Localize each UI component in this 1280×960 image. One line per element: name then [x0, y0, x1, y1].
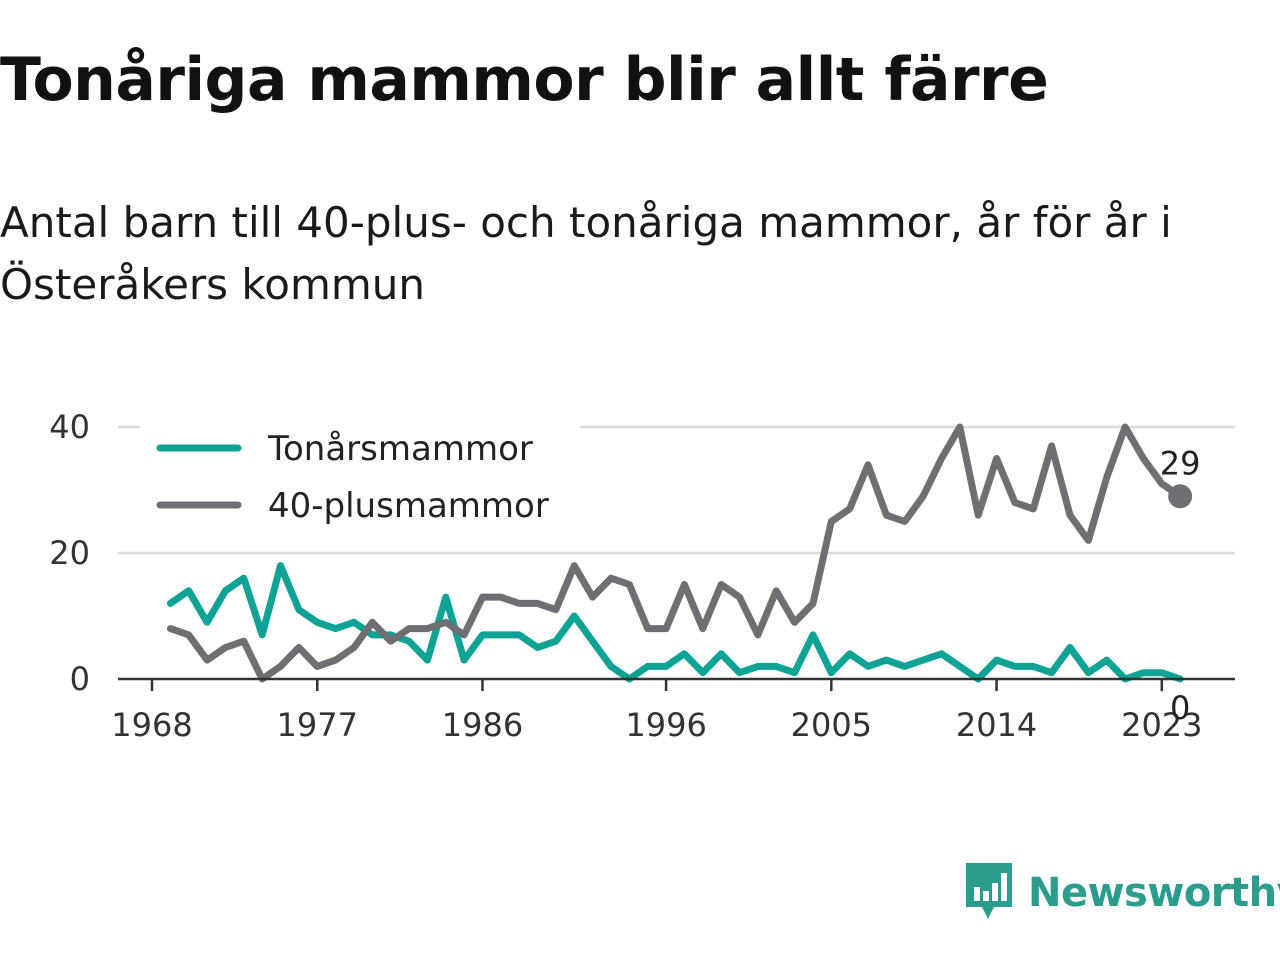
legend: Tonårsmammor 40-plusmammor: [140, 410, 580, 535]
legend-label: 40-plusmammor: [268, 486, 549, 526]
chart-title: Tonåriga mammor blir allt färre: [0, 45, 1049, 115]
series-lines: [166, 423, 1184, 683]
y-tick-label: 0: [70, 660, 90, 698]
x-tick-label: 2023: [1121, 706, 1202, 744]
end-labels: 29 0: [1160, 444, 1201, 727]
x-tick-label: 1977: [277, 706, 358, 744]
end-label-tonars: 0: [1170, 689, 1190, 727]
y-tick-label: 40: [49, 408, 90, 446]
series-line: [166, 423, 1184, 683]
newsworthy-logo: Newsworthy: [964, 862, 1280, 924]
y-tick-label: 20: [49, 534, 90, 572]
x-tick-label: 1986: [442, 706, 523, 744]
legend-label: Tonårsmammor: [267, 429, 533, 469]
x-tick-label: 2014: [956, 706, 1037, 744]
end-point: [1168, 484, 1193, 509]
x-tick-label: 1996: [625, 706, 706, 744]
x-tick-label: 2005: [791, 706, 872, 744]
axes: 0 20 40 1968 1977 1986 1996 2005 2014 2023: [49, 408, 1235, 744]
legend-background: [140, 410, 580, 535]
brand-name: Newsworthy: [1028, 870, 1280, 916]
series-line: [166, 562, 1184, 683]
newsworthy-logo-icon: [964, 861, 1014, 925]
x-tick-label: 1968: [111, 706, 192, 744]
end-label-40-plus: 29: [1160, 444, 1201, 482]
chart-subtitle: Antal barn till 40-plus- och tonåriga ma…: [0, 198, 1172, 309]
